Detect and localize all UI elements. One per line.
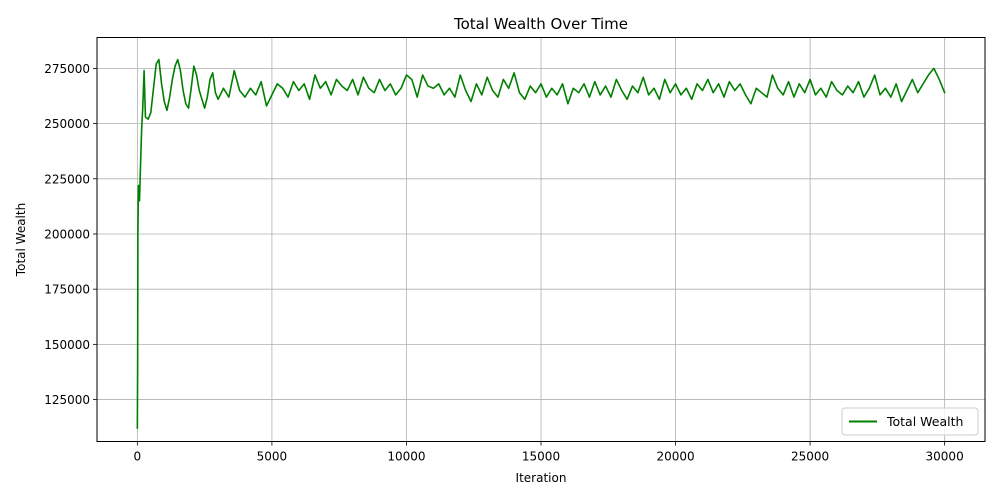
x-tick-label: 30000	[926, 450, 964, 464]
series-line-total-wealth	[136, 58, 946, 430]
x-tick-label: 10000	[387, 450, 425, 464]
x-axis-ticks: 0 5000 10000 15000 20000 25000 30000	[134, 441, 964, 464]
x-axis-title: Iteration	[516, 471, 567, 485]
x-tick-label: 20000	[656, 450, 694, 464]
grid-lines	[97, 37, 985, 442]
y-tick-label: 275000	[44, 62, 90, 76]
legend-box	[841, 407, 979, 436]
legend-label-total-wealth: Total Wealth	[886, 414, 963, 429]
y-tick-label: 175000	[44, 283, 90, 297]
y-tick-label: 125000	[44, 393, 90, 407]
y-tick-label: 250000	[44, 117, 90, 131]
legend: Total Wealth	[841, 407, 979, 436]
y-tick-label: 150000	[44, 338, 90, 352]
y-tick-label: 225000	[44, 172, 90, 186]
y-axis-ticks: 125000 150000 175000 200000 225000 250000 2750…	[44, 62, 97, 407]
x-tick-label: 25000	[791, 450, 829, 464]
y-tick-label: 200000	[44, 227, 90, 241]
x-tick-label: 5000	[257, 450, 288, 464]
chart-title: Total Wealth Over Time	[453, 15, 628, 33]
x-tick-label: 15000	[522, 450, 560, 464]
series-layer	[136, 58, 946, 430]
x-tick-label: 0	[134, 450, 142, 464]
y-axis-title: Total Wealth	[14, 203, 28, 277]
